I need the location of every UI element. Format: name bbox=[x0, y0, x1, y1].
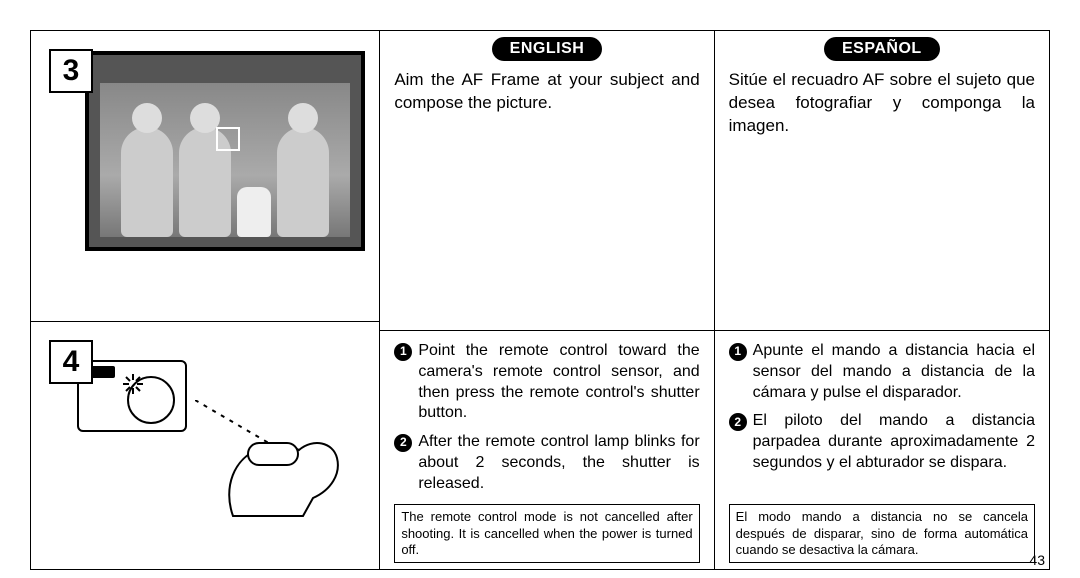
bullet-number-1-es: 1 bbox=[729, 343, 747, 361]
english-bullet-1: 1 Point the remote control toward the ca… bbox=[394, 341, 699, 424]
step-number-3: 3 bbox=[49, 49, 93, 93]
spanish-bullet-2: 2 El piloto del mando a distancia parpad… bbox=[729, 411, 1035, 473]
dog bbox=[237, 187, 271, 237]
spanish-label: ESPAÑOL bbox=[824, 37, 940, 61]
english-bullet2-text: After the remote control lamp blinks for… bbox=[418, 432, 699, 494]
step4-panel: 4 bbox=[31, 322, 379, 569]
remote-control-icon bbox=[247, 442, 299, 466]
person-right bbox=[277, 127, 329, 237]
spark-icon bbox=[123, 374, 143, 394]
spanish-step3-text: Sitúe el recuadro AF sobre el sujeto que… bbox=[715, 61, 1049, 330]
manual-page: 3 4 bbox=[30, 30, 1050, 570]
person-left bbox=[121, 127, 173, 237]
english-bullet1-text: Point the remote control toward the came… bbox=[418, 341, 699, 424]
english-bullet-2: 2 After the remote control lamp blinks f… bbox=[394, 432, 699, 494]
english-step4-block: 1 Point the remote control toward the ca… bbox=[380, 330, 713, 569]
step3-illustration bbox=[85, 51, 365, 251]
spanish-column: ESPAÑOL Sitúe el recuadro AF sobre el su… bbox=[715, 31, 1049, 569]
step-number-4: 4 bbox=[49, 340, 93, 384]
spanish-step4-block: 1 Apunte el mando a distancia hacia el s… bbox=[715, 330, 1049, 569]
english-label: ENGLISH bbox=[492, 37, 603, 61]
english-note: The remote control mode is not cancelled… bbox=[394, 504, 699, 563]
spanish-bullet-1: 1 Apunte el mando a distancia hacia el s… bbox=[729, 341, 1035, 403]
af-frame-overlay bbox=[216, 127, 240, 151]
image-column: 3 4 bbox=[31, 31, 380, 569]
spanish-note: El modo mando a distancia no se cancela … bbox=[729, 504, 1035, 563]
camera-icon bbox=[77, 360, 187, 432]
step4-illustration bbox=[69, 342, 359, 522]
spanish-bullet1-text: Apunte el mando a distancia hacia el sen… bbox=[753, 341, 1035, 403]
bullet-number-1: 1 bbox=[394, 343, 412, 361]
page-number: 43 bbox=[1029, 551, 1045, 569]
spanish-bullet2-text: El piloto del mando a distancia parpadea… bbox=[753, 411, 1035, 473]
english-step3-text: Aim the AF Frame at your subject and com… bbox=[380, 61, 713, 330]
photo-scene bbox=[100, 83, 350, 237]
english-column: ENGLISH Aim the AF Frame at your subject… bbox=[380, 31, 714, 569]
bullet-number-2-es: 2 bbox=[729, 413, 747, 431]
bullet-number-2: 2 bbox=[394, 434, 412, 452]
step3-panel: 3 bbox=[31, 31, 379, 322]
